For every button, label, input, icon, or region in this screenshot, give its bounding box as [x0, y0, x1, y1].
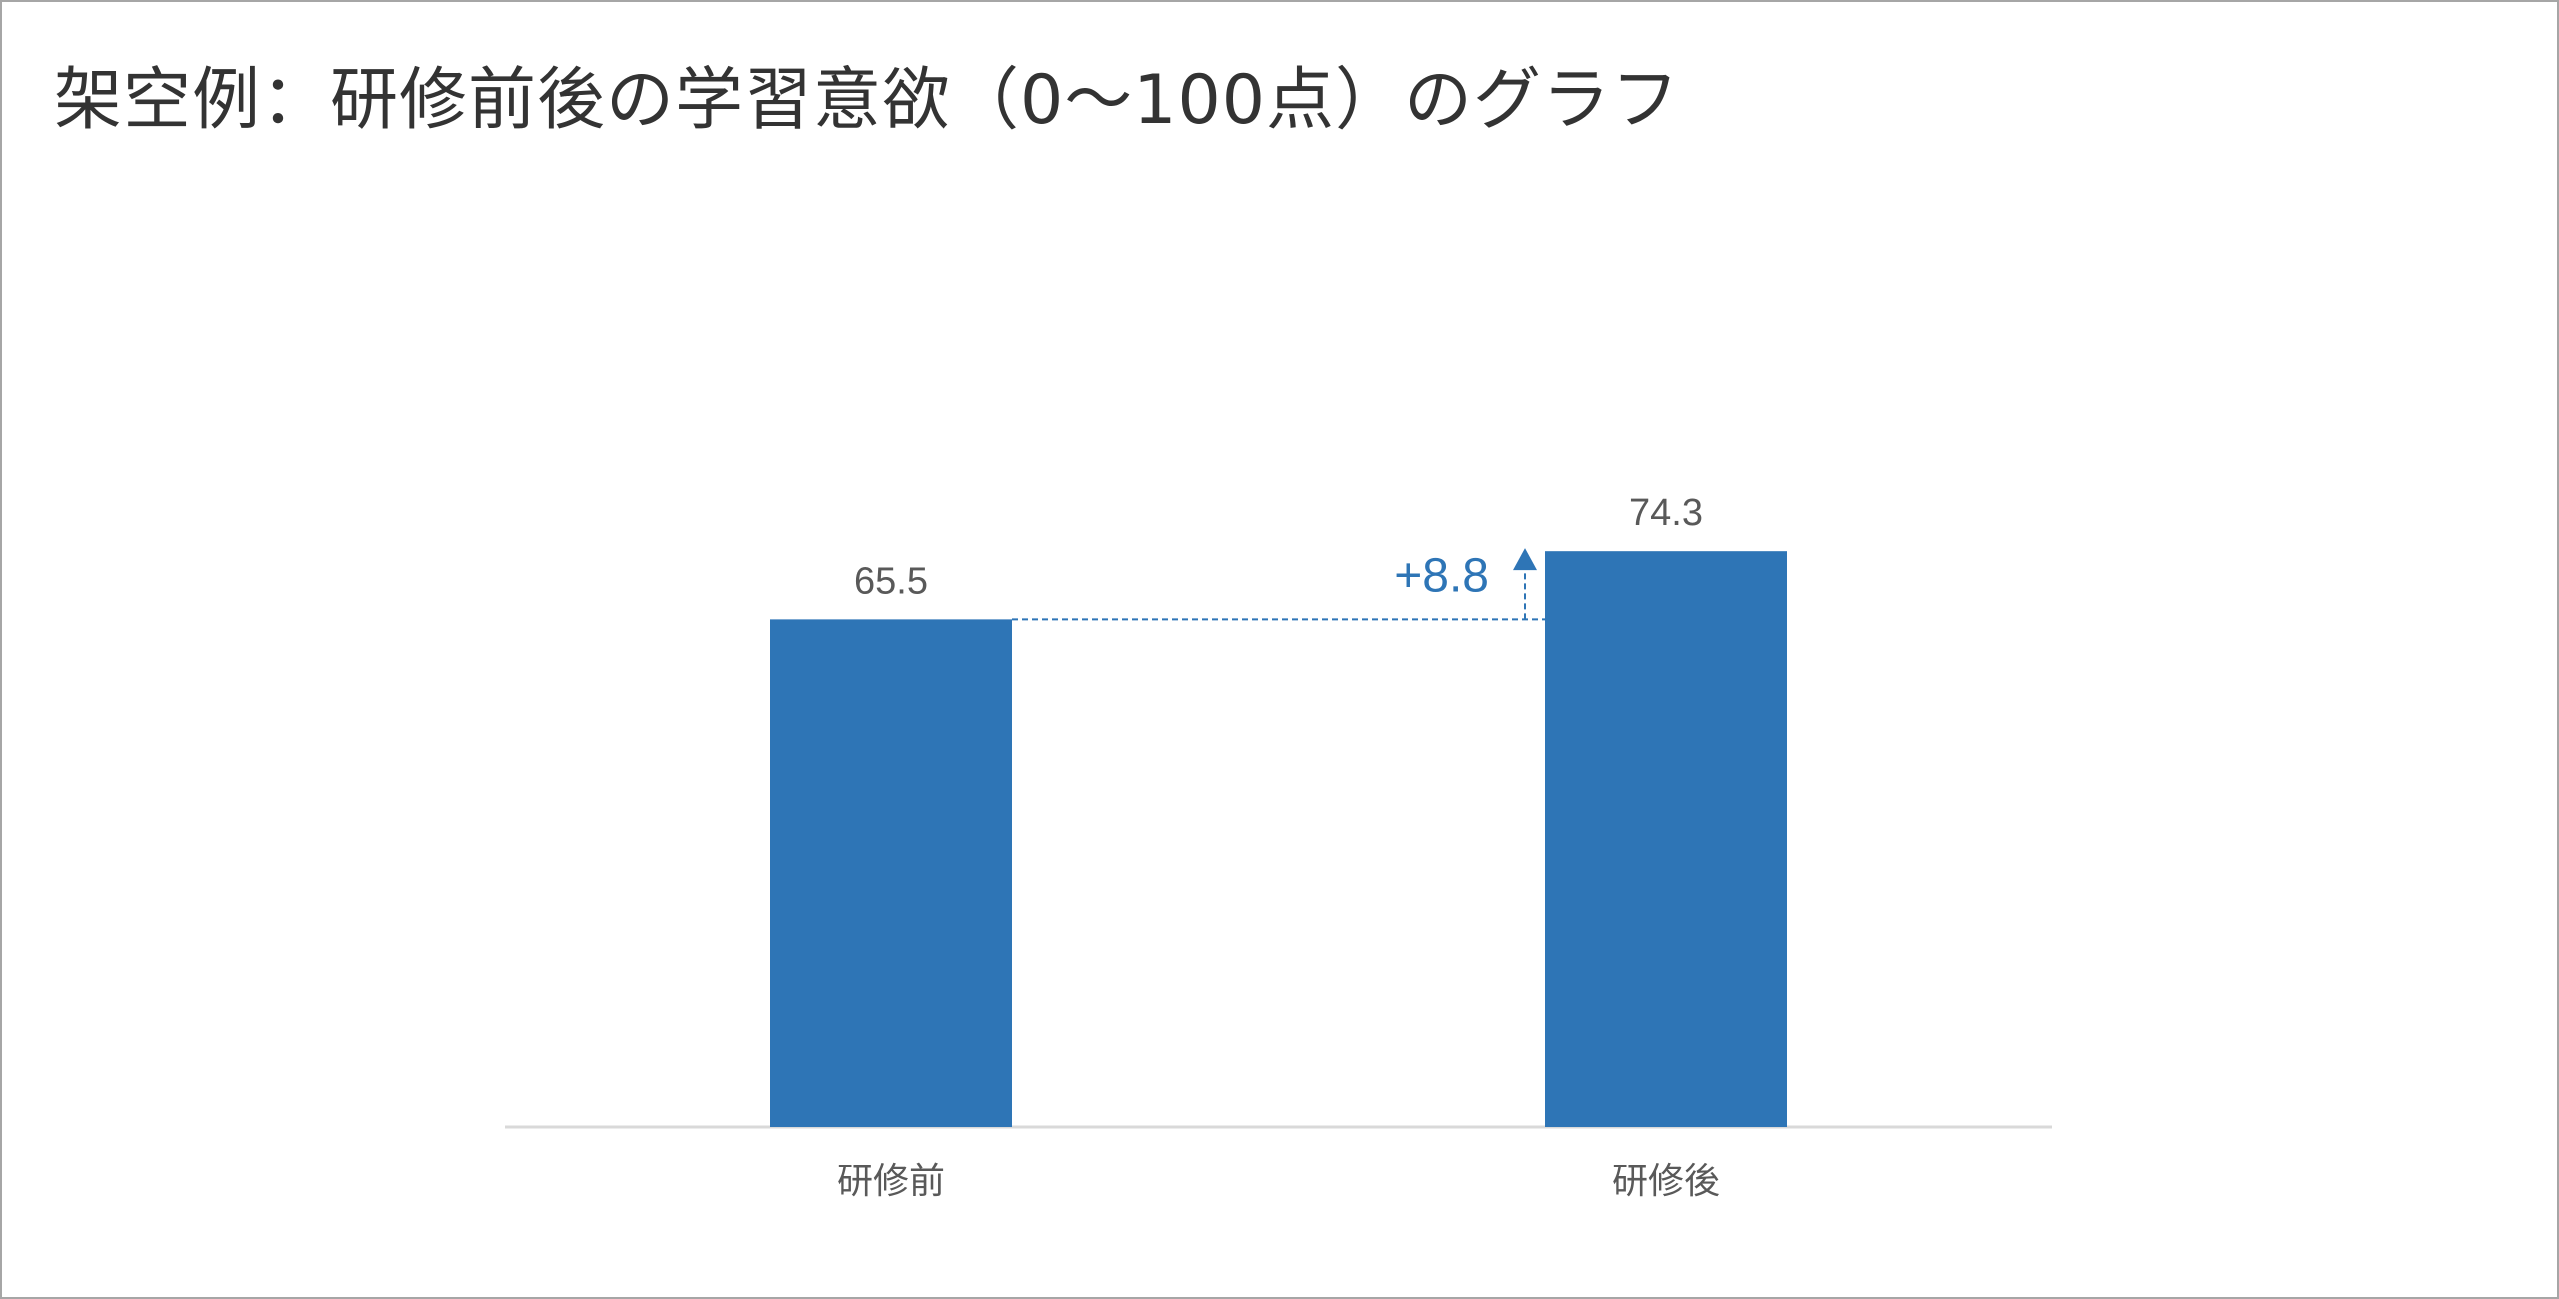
category-label-after: 研修後 [1612, 1161, 1720, 1202]
value-label-after: 74.3 [1629, 492, 1703, 534]
category-label-before: 研修前 [837, 1161, 945, 1202]
chart-title: 架空例：研修前後の学習意欲（0～100点）のグラフ [54, 61, 1681, 140]
difference-label: +8.8 [1394, 549, 1489, 602]
bar-after [1545, 551, 1787, 1127]
value-label-before: 65.5 [854, 560, 928, 602]
bar-before [770, 619, 1012, 1127]
difference-arrow-head-icon [1513, 548, 1537, 571]
